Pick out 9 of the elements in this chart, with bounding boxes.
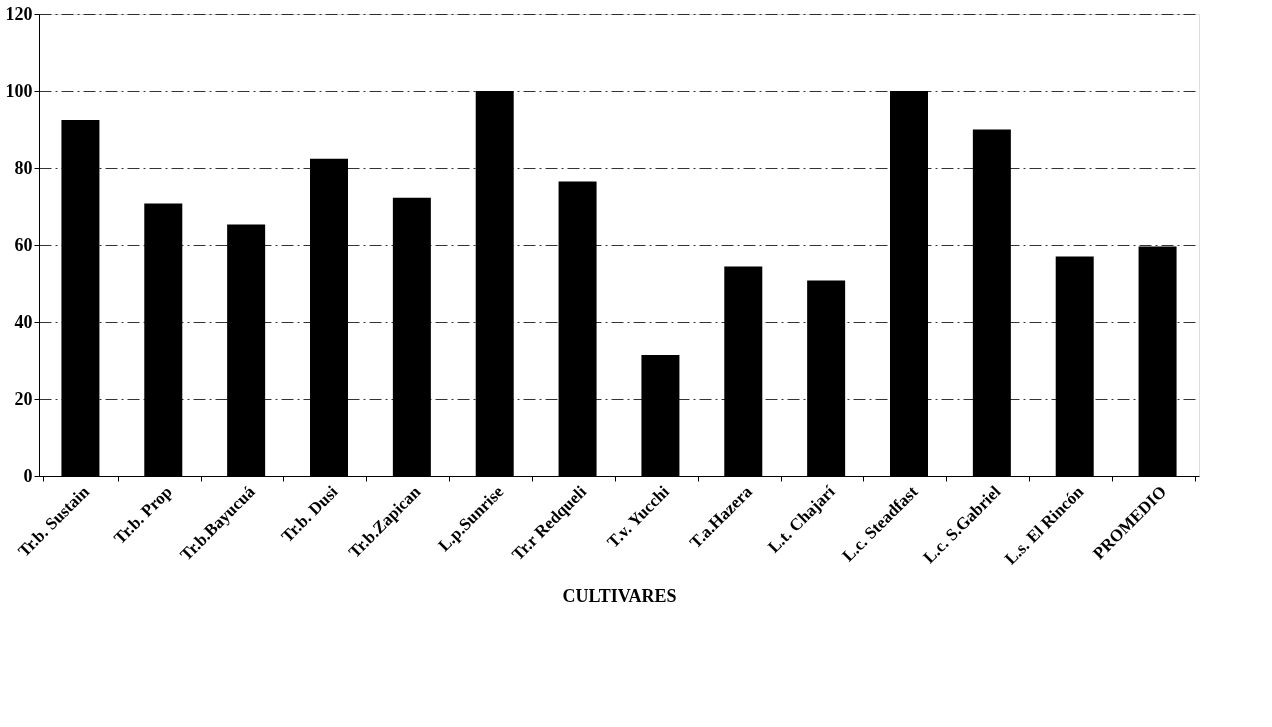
- x-axis-title: CULTIVARES: [562, 585, 677, 606]
- y-tick-label: 0: [23, 465, 33, 486]
- y-tick-label: 120: [5, 3, 33, 24]
- y-tick-label: 80: [14, 157, 33, 178]
- y-tick-label: 20: [14, 388, 33, 409]
- x-tick-label: Tr.b. Prop: [110, 482, 176, 548]
- y-tick-label: 100: [5, 80, 33, 101]
- y-tick-label: 60: [14, 234, 33, 255]
- y-tick-label: 40: [14, 311, 33, 332]
